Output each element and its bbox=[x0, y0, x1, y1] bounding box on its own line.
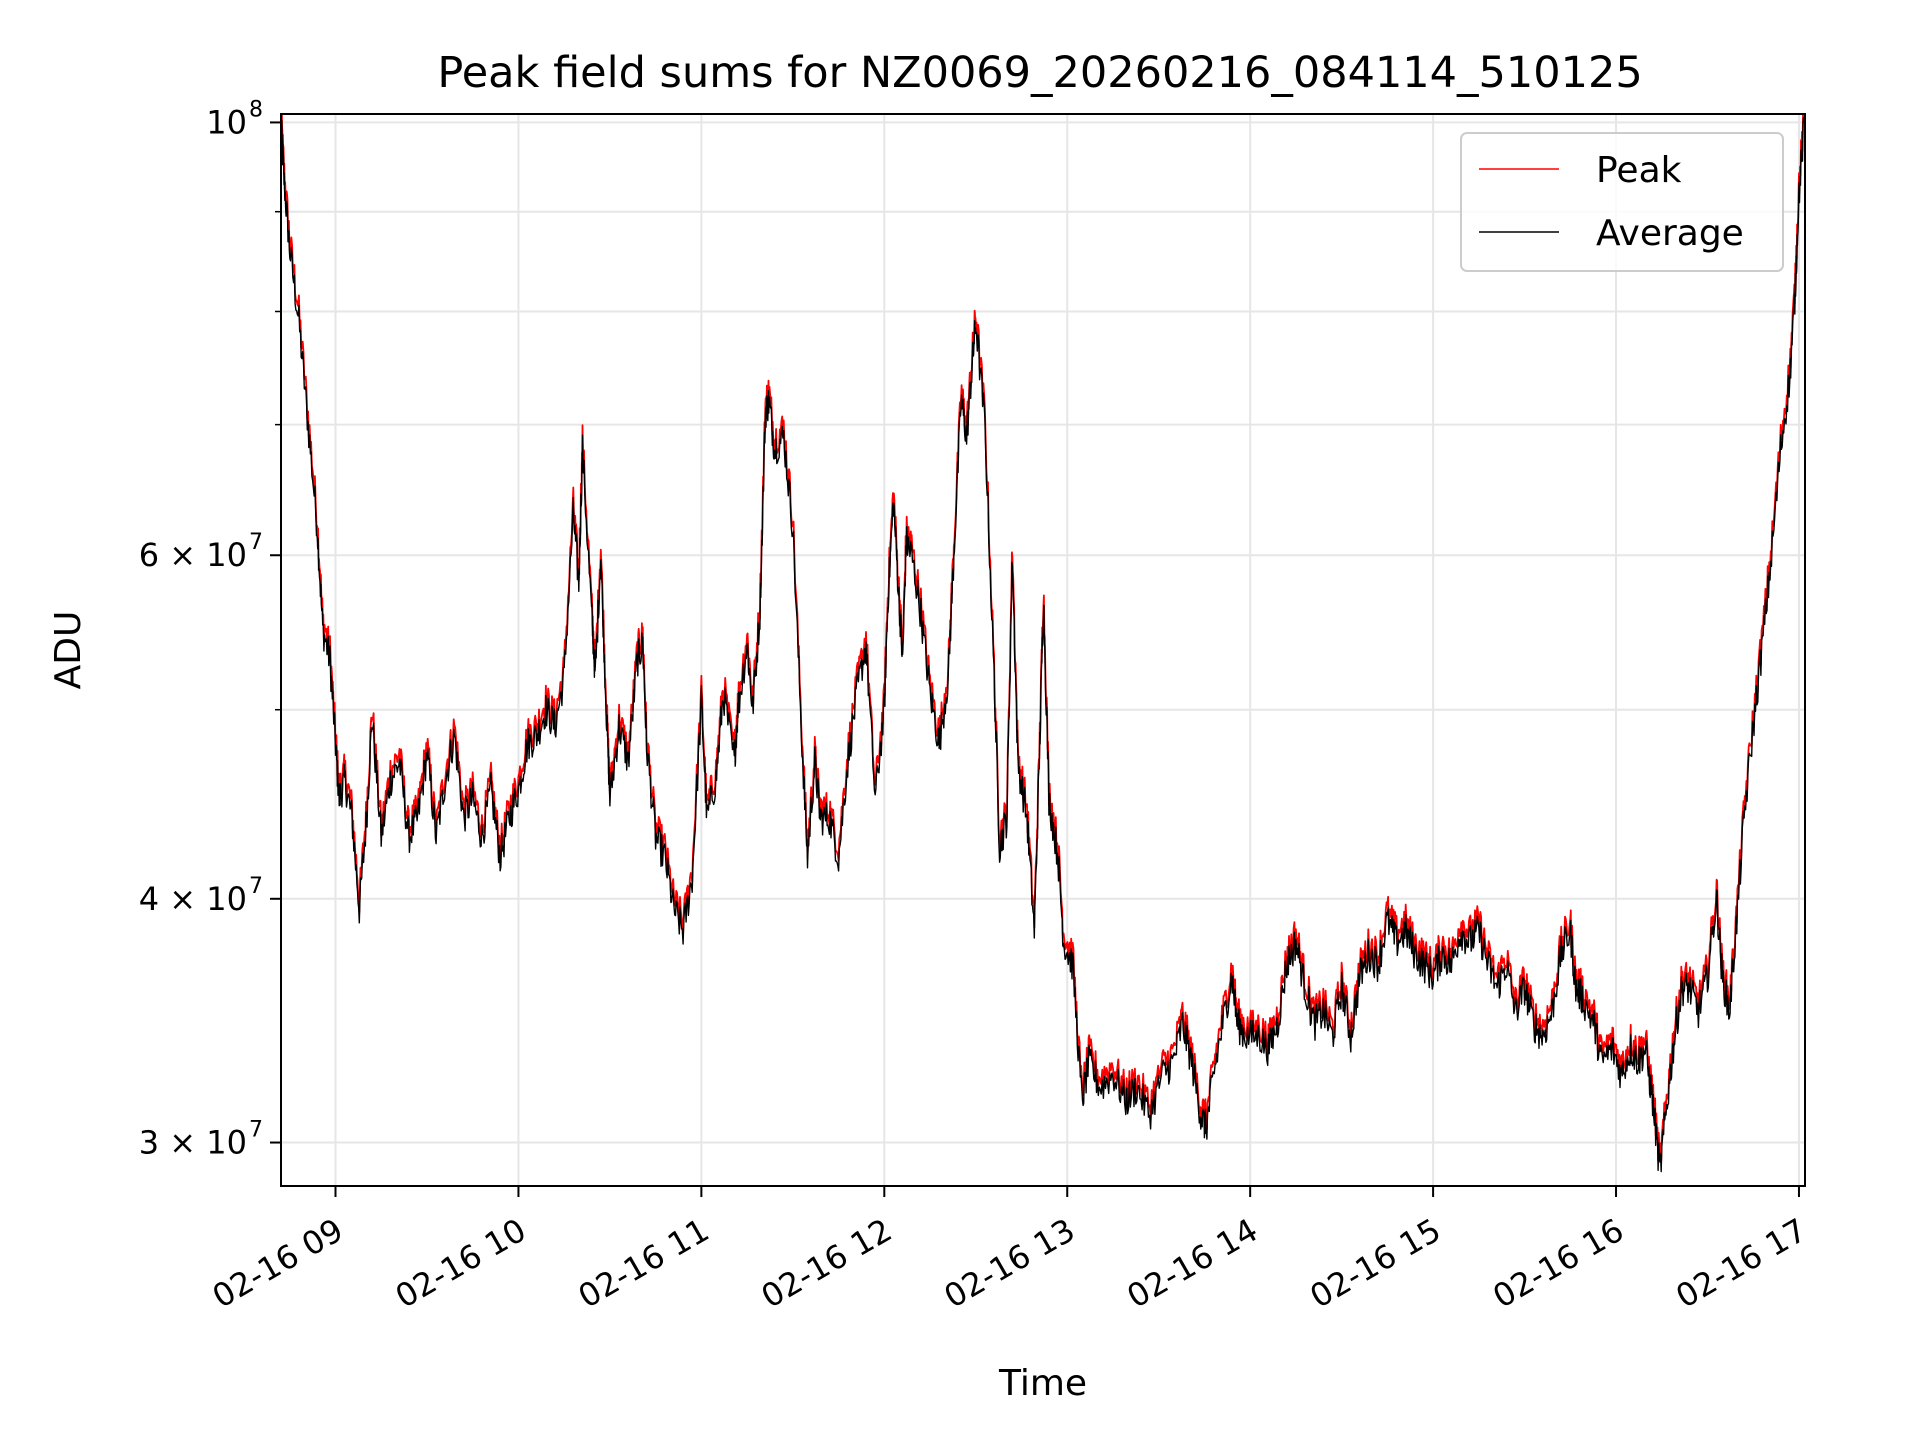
y-tick-label: 3 × 10 7 bbox=[139, 1118, 263, 1162]
y-tick-label: 4 × 10 7 bbox=[139, 874, 263, 918]
x-axis-label: Time bbox=[998, 1363, 1087, 1404]
y-tick-label-base: 6 × 10 bbox=[139, 536, 247, 574]
legend: Peak Average bbox=[1460, 132, 1784, 272]
y-tick-label-base: 3 × 10 bbox=[139, 1124, 247, 1162]
chart-title: Peak field sums for NZ0069_20260216_0841… bbox=[437, 48, 1642, 98]
y-tick-label: 6 × 10 7 bbox=[139, 530, 263, 574]
y-tick-label-exponent: 8 bbox=[249, 97, 263, 122]
y-tick-label-base: 10 bbox=[206, 103, 247, 141]
y-axis-label: ADU bbox=[48, 611, 89, 690]
y-tick-label-exponent: 7 bbox=[249, 1118, 263, 1143]
y-tick-label-exponent: 7 bbox=[249, 874, 263, 899]
legend-box bbox=[1460, 132, 1784, 272]
y-tick-label-exponent: 7 bbox=[249, 530, 263, 555]
legend-average-label: Average bbox=[1596, 213, 1744, 254]
plot-frame bbox=[280, 113, 1806, 1187]
series-line-average bbox=[281, 114, 1805, 1173]
y-tick-label-base: 4 × 10 bbox=[139, 880, 247, 918]
series-layer bbox=[281, 114, 1805, 1173]
y-tick-label: 10 8 bbox=[206, 97, 263, 141]
legend-peak-label: Peak bbox=[1596, 150, 1682, 191]
